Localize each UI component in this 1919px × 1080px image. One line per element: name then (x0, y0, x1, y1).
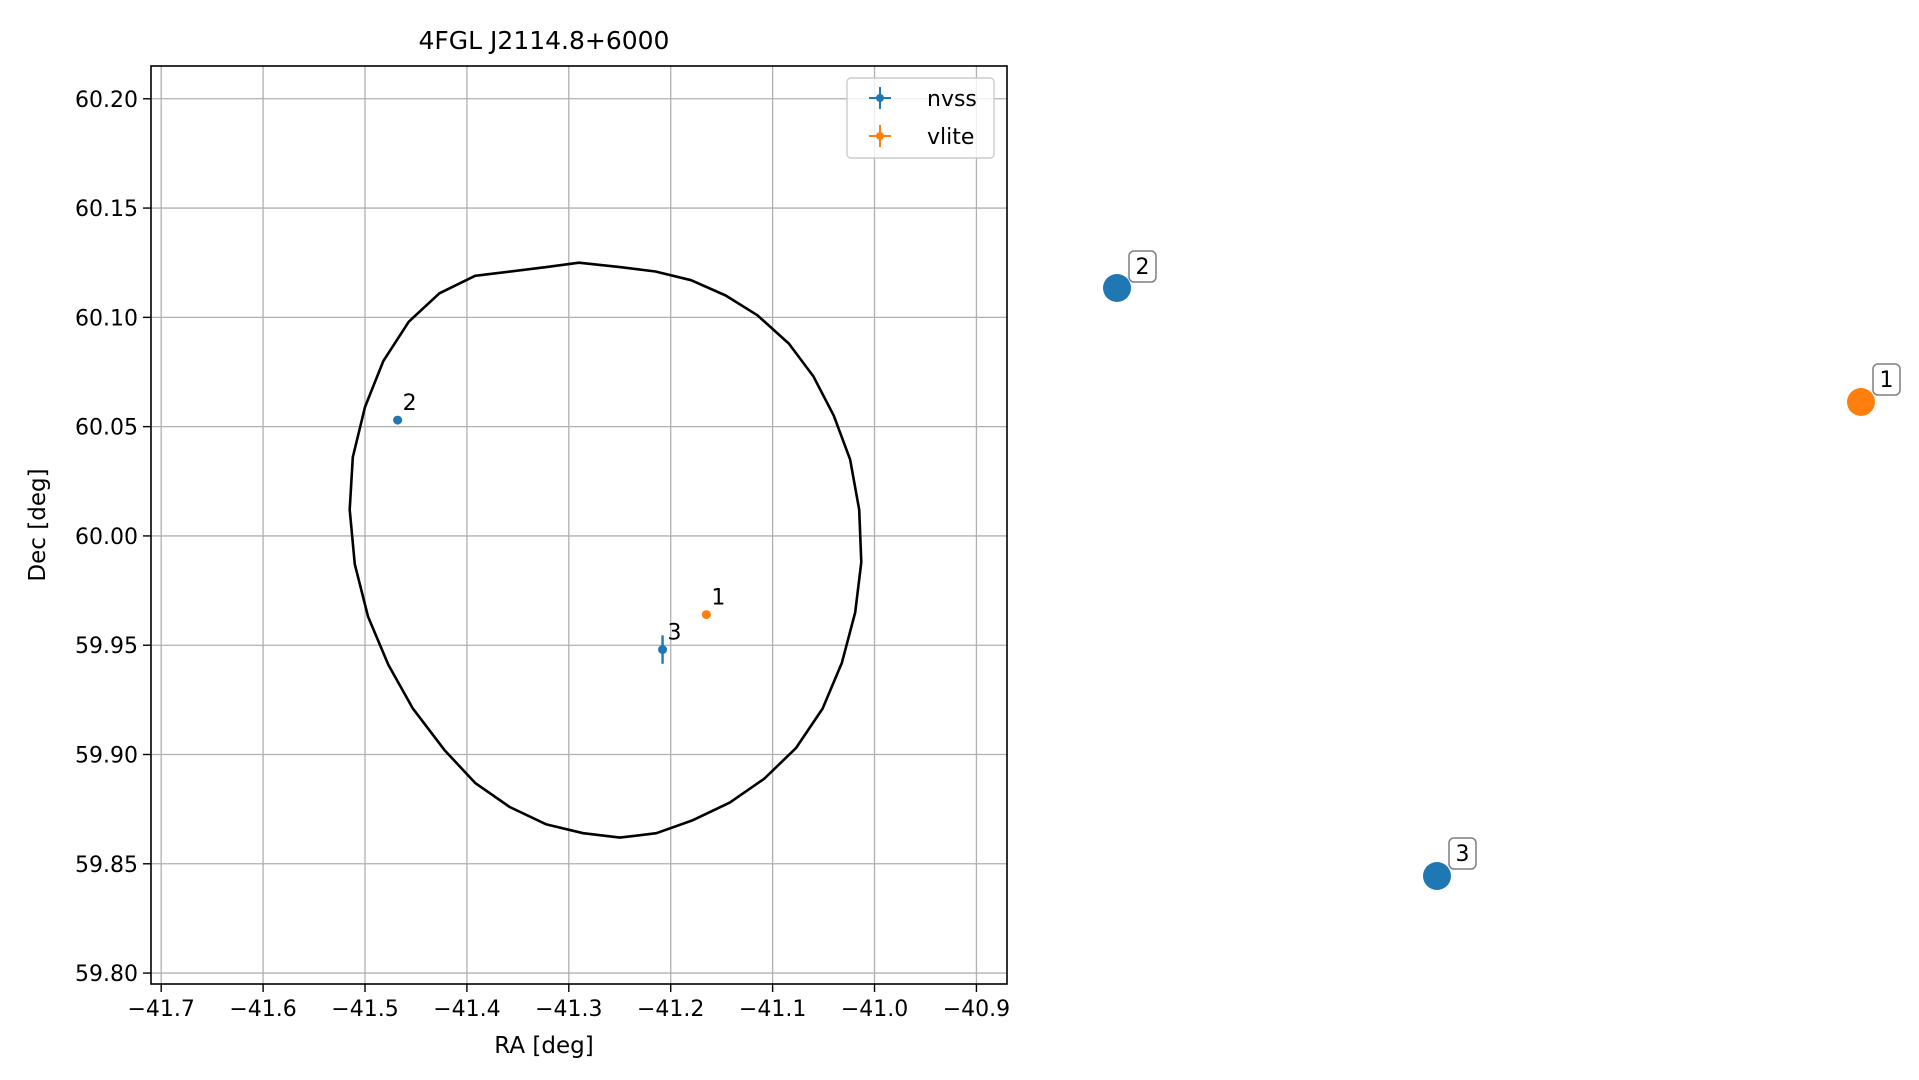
x-tick-label: −41.0 (841, 997, 908, 1022)
y-tick-label: 60.15 (75, 197, 138, 222)
y-tick-label: 59.85 (75, 853, 138, 878)
side-marker-label-box (1128, 250, 1157, 283)
y-tick-label: 59.90 (75, 744, 138, 769)
side-marker-2[interactable]: 2 (1103, 250, 1157, 302)
y-axis-ticks: 59.80 59.85 59.90 59.95 60.00 60.05 60.10 60.15… (75, 88, 151, 987)
side-marker-3[interactable]: 3 (1423, 837, 1477, 890)
data-point-nvss-3[interactable]: 3 (658, 621, 682, 664)
point-label: 2 (403, 391, 417, 416)
legend-marker-vlite (876, 132, 884, 140)
point-marker (393, 415, 403, 425)
x-tick-label: −40.9 (943, 997, 1010, 1022)
x-tick-label: −41.4 (433, 997, 500, 1022)
y-tick-label: 60.20 (75, 88, 138, 113)
point-label: 1 (711, 586, 725, 611)
legend-entry-nvss[interactable]: nvss (869, 87, 977, 112)
side-marker-label-box (1872, 363, 1901, 396)
x-tick-label: −41.2 (637, 997, 704, 1022)
y-tick-label: 60.05 (75, 416, 138, 441)
side-marker-dot (1103, 274, 1131, 302)
grid-lines (151, 66, 1007, 984)
x-axis-ticks: −41.7 −41.6 −41.5 −41.4 −41.3 −41.2 −41.1 −41.0… (127, 984, 1010, 1022)
y-tick-label: 59.95 (75, 634, 138, 659)
side-marker-label: 3 (1456, 842, 1470, 867)
x-tick-label: −41.6 (229, 997, 296, 1022)
x-tick-label: −41.5 (331, 997, 398, 1022)
side-marker-label: 2 (1136, 255, 1150, 280)
y-tick-label: 60.10 (75, 306, 138, 331)
side-marker-label-box (1448, 837, 1477, 870)
point-label: 3 (668, 621, 682, 646)
y-axis-label: Dec [deg] (25, 468, 51, 581)
chart-title: 4FGL J2114.8+6000 (419, 26, 670, 55)
data-points: 2 3 1 (393, 391, 725, 664)
legend-label-vlite: vlite (927, 125, 974, 150)
data-point-vlite-1[interactable]: 1 (701, 586, 726, 620)
side-marker-dot (1847, 388, 1875, 416)
legend-entry-vlite[interactable]: vlite (869, 125, 974, 150)
main-plot: 231 −41.7 −41.6 −41.5 −41.4 −41.3 −41.2 −41.1−… (25, 26, 1010, 1059)
x-tick-label: −41.3 (535, 997, 602, 1022)
source-marker-panel: 2 1 3 (1103, 250, 1901, 890)
side-marker-dot (1423, 862, 1451, 890)
legend-label-nvss: nvss (927, 87, 977, 112)
point-marker (658, 645, 668, 655)
y-tick-label: 60.00 (75, 525, 138, 550)
side-marker-label: 1 (1880, 368, 1894, 393)
x-tick-label: −41.7 (127, 997, 194, 1022)
ellipse-layer (348, 261, 863, 839)
y-tick-label: 59.80 (75, 962, 138, 987)
legend[interactable]: nvss vlite (846, 77, 995, 159)
side-marker-1[interactable]: 1 (1847, 363, 1901, 416)
point-marker (701, 610, 711, 620)
localization-ellipse (348, 261, 863, 839)
x-tick-label: −41.1 (739, 997, 806, 1022)
plot-frame (150, 65, 1008, 985)
legend-marker-nvss (876, 94, 884, 102)
data-point-nvss-2[interactable]: 2 (393, 391, 417, 425)
x-axis-label: RA [deg] (494, 1033, 593, 1059)
